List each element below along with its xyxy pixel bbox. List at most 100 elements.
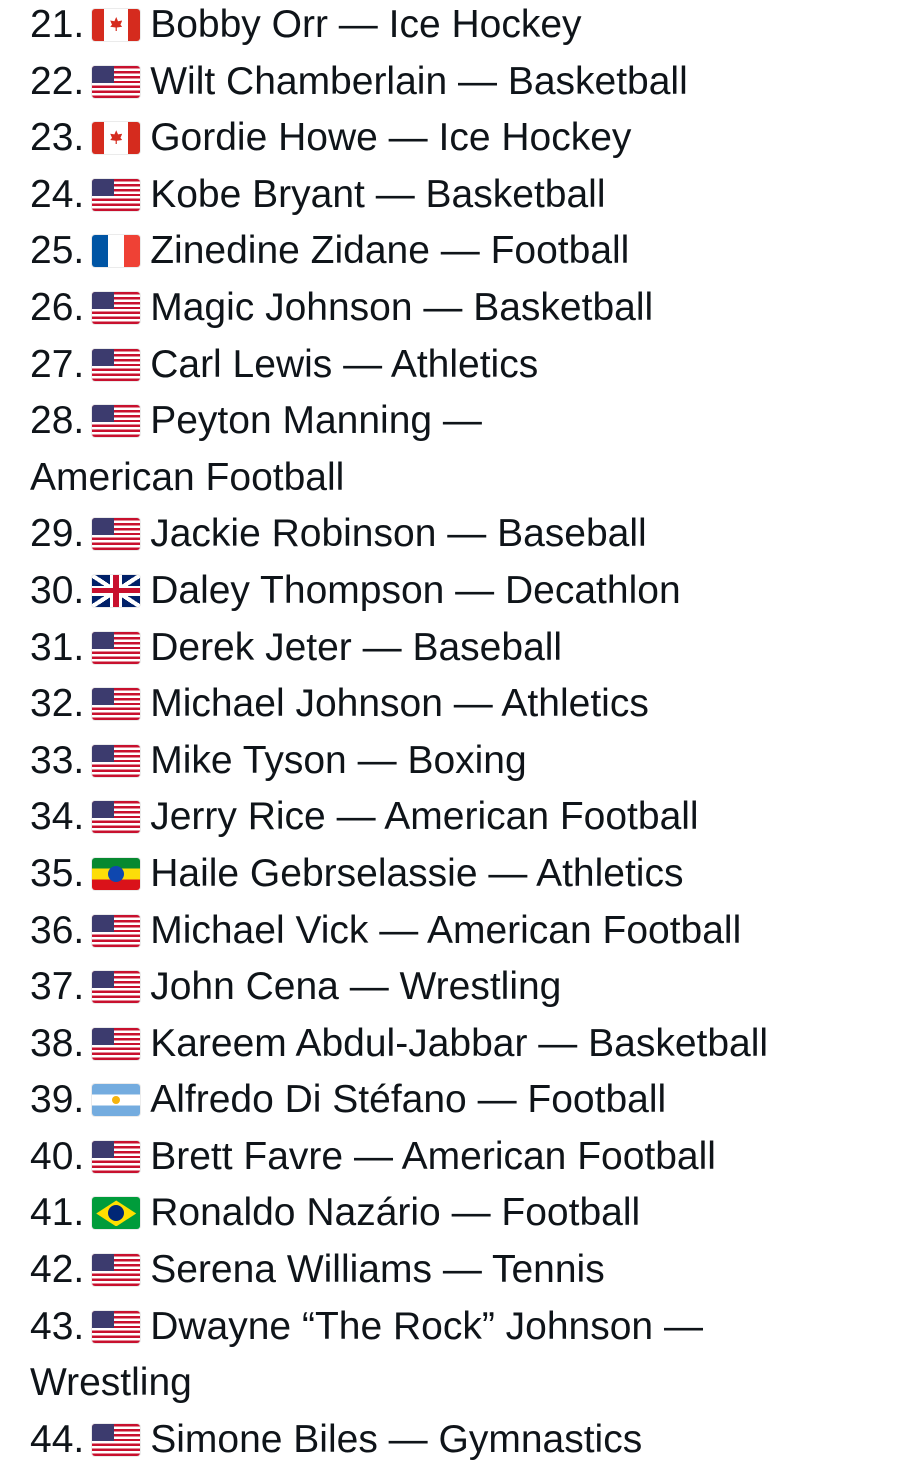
sport: American Football (426, 908, 742, 952)
athlete-name: Carl Lewis (150, 342, 333, 386)
athlete-name: John Cena (150, 965, 339, 1009)
sport: Athletics (536, 851, 684, 895)
list-item: 43. Dwayne “The Rock” Johnson — (30, 1299, 890, 1356)
separator: — (336, 795, 376, 839)
sport: Basketball (425, 172, 606, 216)
athlete-name: Michael Vick (150, 908, 369, 952)
sport: American Football (384, 795, 699, 839)
athlete-name: Jackie Robinson (150, 512, 437, 556)
item-number: 42. (30, 1248, 85, 1292)
athlete-name: Kobe Bryant (150, 172, 365, 216)
item-number: 24. (30, 172, 85, 216)
list-item-continuation: Wrestling (30, 1355, 890, 1412)
athlete-name: Brett Favre (150, 1134, 344, 1178)
uk-flag-icon (92, 574, 141, 607)
list-item: 24. Kobe Bryant — Basketball (30, 167, 890, 224)
athlete-name: Wilt Chamberlain (150, 59, 448, 103)
list-item: 22. Wilt Chamberlain — Basketball (30, 54, 890, 111)
separator: — (388, 1417, 428, 1461)
list-item-continuation: American Football (30, 450, 890, 507)
item-number: 21. (30, 3, 85, 46)
athlete-name: Bobby Orr (150, 3, 328, 46)
list-item: 42. Serena Williams — Tennis (30, 1242, 890, 1299)
separator: — (362, 625, 402, 669)
list-item: 30. Daley Thompson — Decathlon (30, 563, 890, 620)
athlete-name: Jerry Rice (150, 795, 326, 839)
us-flag-icon (92, 348, 141, 381)
us-flag-icon (92, 744, 141, 777)
us-flag-icon (92, 1140, 141, 1173)
list-item: 26. Magic Johnson — Basketball (30, 280, 890, 337)
sport: Decathlon (505, 568, 681, 612)
separator: — (343, 342, 383, 386)
athlete-list: 21. Bobby Orr — Ice Hockey 22. Wilt Chamber… (30, 0, 890, 1468)
separator: — (447, 512, 487, 556)
sport: Athletics (390, 342, 539, 386)
athlete-name: Alfredo Di Stéfano (150, 1078, 467, 1122)
sport: Football (501, 1191, 641, 1235)
sport: Football (490, 229, 630, 273)
athlete-name: Daley Thompson (150, 568, 445, 612)
sport: Boxing (407, 738, 527, 782)
us-flag-icon (92, 688, 141, 721)
separator: — (440, 229, 480, 273)
item-number: 41. (30, 1191, 85, 1235)
france-flag-icon (92, 235, 141, 268)
us-flag-icon (92, 65, 141, 98)
item-number: 26. (30, 285, 85, 329)
sport: Baseball (412, 625, 563, 669)
separator: — (353, 1134, 393, 1178)
item-number: 38. (30, 1021, 85, 1065)
athlete-name: Magic Johnson (150, 285, 413, 329)
sport: Football (527, 1078, 667, 1122)
separator: — (349, 965, 389, 1009)
list-item: 38. Kareem Abdul-Jabbar — Basketball (30, 1016, 890, 1073)
separator: — (442, 1248, 482, 1292)
item-number: 27. (30, 342, 85, 386)
separator: — (451, 1191, 491, 1235)
list-item: 40. Brett Favre — American Football (30, 1129, 890, 1186)
canada-flag-icon (92, 122, 141, 155)
item-number: 31. (30, 625, 85, 669)
item-number: 40. (30, 1134, 85, 1178)
us-flag-icon (92, 971, 141, 1004)
sport: Ice Hockey (388, 3, 582, 46)
separator: — (375, 172, 415, 216)
list-item: 21. Bobby Orr — Ice Hockey (30, 0, 890, 54)
item-number: 35. (30, 851, 85, 895)
item-number: 22. (30, 59, 85, 103)
separator: — (477, 1078, 517, 1122)
separator: — (338, 3, 378, 46)
sport: Wrestling (399, 965, 562, 1009)
us-flag-icon (92, 178, 141, 211)
separator: — (488, 851, 528, 895)
list-item: 28. Peyton Manning — (30, 393, 890, 450)
list-item: 34. Jerry Rice — American Football (30, 789, 890, 846)
list-item: 44. Simone Biles — Gymnastics (30, 1412, 890, 1468)
item-number: 44. (30, 1417, 85, 1461)
item-number: 37. (30, 965, 85, 1009)
list-item: 37. John Cena — Wrestling (30, 959, 890, 1016)
sport: Basketball (473, 285, 654, 329)
list-item: 25. Zinedine Zidane — Football (30, 223, 890, 280)
athlete-name: Ronaldo Nazário (150, 1191, 441, 1235)
us-flag-icon (92, 518, 141, 551)
list-item: 29. Jackie Robinson — Baseball (30, 506, 890, 563)
athlete-name: Kareem Abdul-Jabbar (150, 1021, 528, 1065)
brazil-flag-icon (92, 1197, 141, 1230)
separator: — (455, 568, 495, 612)
athlete-name: Mike Tyson (150, 738, 347, 782)
us-flag-icon (92, 1310, 141, 1343)
separator: — (442, 399, 482, 443)
athlete-name: Peyton Manning (150, 399, 433, 443)
sport: Basketball (507, 59, 688, 103)
item-number: 28. (30, 399, 85, 443)
canada-flag-icon (92, 9, 141, 41)
separator: — (538, 1021, 578, 1065)
item-number: 43. (30, 1304, 85, 1348)
us-flag-icon (92, 801, 141, 834)
athlete-name: Simone Biles (150, 1417, 378, 1461)
sport: Basketball (588, 1021, 769, 1065)
item-number: 29. (30, 512, 85, 556)
sport: American Football (401, 1134, 716, 1178)
